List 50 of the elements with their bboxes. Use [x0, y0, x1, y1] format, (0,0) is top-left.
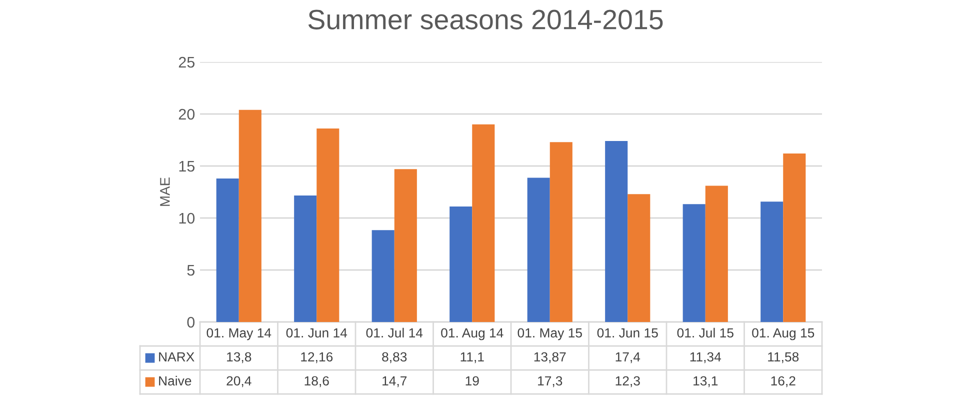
data-label: 11,1 — [460, 352, 484, 364]
bar — [372, 230, 394, 322]
data-label: 16,2 — [771, 376, 796, 388]
data-label: 19 — [466, 376, 479, 386]
y-tick-label: 0 — [187, 316, 195, 328]
bar — [527, 178, 550, 322]
data-label: 12,3 — [616, 376, 640, 388]
x-tick-label: 01. Jul 14 — [366, 328, 423, 338]
data-label: 13,87 — [534, 352, 566, 364]
data-label: 14,7 — [382, 376, 407, 388]
bar — [216, 178, 239, 322]
x-tick-label: 01. Jun 14 — [286, 328, 348, 338]
bar — [472, 124, 495, 322]
x-tick-label: 01. Aug 14 — [441, 328, 504, 340]
data-label: 13,8 — [227, 352, 252, 364]
y-tick-label: 15 — [179, 161, 194, 172]
y-tick-label: 25 — [178, 56, 194, 68]
data-label: 12,16 — [301, 352, 333, 364]
data-label: 18,6 — [304, 376, 329, 388]
bar — [628, 194, 650, 322]
bar — [760, 202, 784, 322]
x-tick-label: 01. May 14 — [206, 328, 272, 340]
x-tick-label: 01. Aug 15 — [752, 328, 814, 340]
bar — [705, 186, 728, 322]
bar — [605, 141, 628, 322]
data-label: 17,4 — [616, 352, 640, 364]
bar — [682, 204, 706, 322]
bar — [550, 142, 572, 322]
y-tick-label: 20 — [178, 108, 195, 120]
data-label: 11,58 — [768, 352, 799, 364]
y-tick-label: 5 — [187, 265, 194, 276]
chart-title: Summer seasons 2014-2015 — [308, 10, 663, 30]
x-tick-label: 01. Jun 15 — [597, 328, 658, 338]
data-label: 13,1 — [694, 376, 718, 388]
bar — [316, 128, 340, 322]
legend-label: Naive — [159, 376, 192, 386]
x-tick-label: 01. May 15 — [518, 328, 582, 340]
bar — [450, 206, 472, 322]
y-axis-title: MAE — [160, 178, 170, 206]
data-label: 11,34 — [690, 352, 722, 364]
data-label: 20,4 — [226, 376, 252, 388]
bar — [238, 110, 262, 322]
x-tick-label: 01. Jul 15 — [677, 328, 734, 338]
y-tick-label: 10 — [179, 212, 195, 224]
bar — [394, 169, 417, 322]
data-label: 8,83 — [382, 352, 407, 364]
data-label: 17,3 — [538, 376, 562, 388]
legend-label: NARX — [159, 352, 194, 362]
bar — [783, 154, 806, 322]
bar — [294, 196, 317, 322]
